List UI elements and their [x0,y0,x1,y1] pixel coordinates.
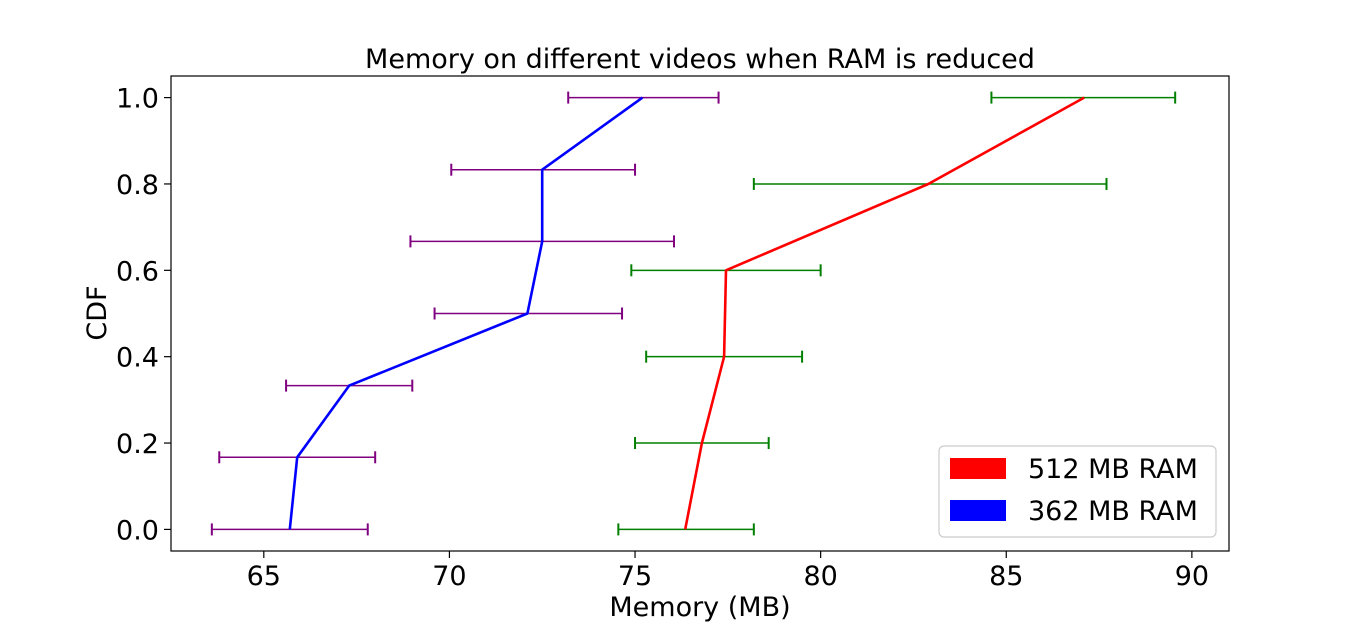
x-axis-label: Memory (MB) [609,592,790,623]
legend-swatch-362 [950,500,1006,521]
x-tick-label: 75 [618,561,652,592]
series-line-0 [683,96,1085,530]
x-axis: 65 70 75 80 85 90 [247,551,1209,592]
legend-swatch-512 [950,458,1006,479]
plot-frame [170,75,1230,552]
y-tick-label: 1.0 [116,84,159,115]
legend-label-512: 512 MB RAM [1028,454,1198,485]
x-tick-label: 85 [989,561,1023,592]
plot-area [210,91,1177,536]
x-tick-label: 80 [803,561,837,592]
x-tick-label: 90 [1175,561,1209,592]
y-tick-label: 0.6 [116,256,159,287]
x-tick-label: 70 [432,561,466,592]
y-axis: 0.0 0.2 0.4 0.6 0.8 1.0 [116,84,171,546]
y-tick-label: 0.0 [116,515,159,546]
chart-title: Memory on different videos when RAM is r… [365,44,1035,75]
legend: 512 MB RAM 362 MB RAM [938,445,1217,538]
x-tick-label: 65 [247,561,281,592]
error-bars-series-1 [210,91,720,536]
legend-label-362: 362 MB RAM [1028,496,1198,527]
y-tick-label: 0.2 [116,429,159,460]
y-tick-label: 0.4 [116,343,159,374]
series-line-1 [288,96,644,530]
y-axis-label: CDF [82,285,113,340]
y-tick-label: 0.8 [116,170,159,201]
legend-box [938,445,1217,538]
